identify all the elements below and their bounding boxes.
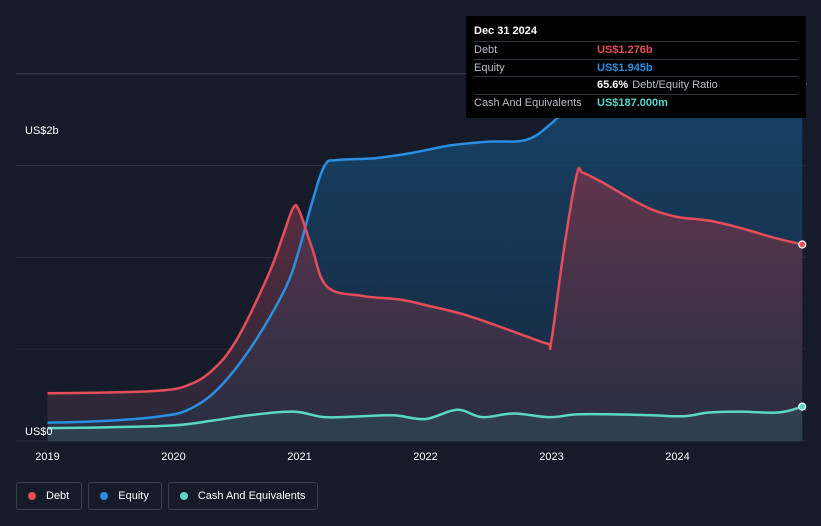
- tooltip-panel: Dec 31 2024 Debt US$1.276b Equity US$1.9…: [466, 16, 806, 118]
- tooltip-label: Cash And Equivalents: [474, 96, 582, 109]
- tooltip-row-equity: Equity US$1.945b: [474, 58, 798, 77]
- tooltip-label: Debt: [474, 44, 498, 57]
- tooltip-row-ratio: 65.6% Debt/Equity Ratio: [474, 76, 798, 94]
- cash-line: [47, 405, 803, 430]
- x-tick-label: 2023: [539, 451, 563, 463]
- debt-area: [47, 167, 803, 441]
- tooltip-label: Equity: [474, 61, 505, 74]
- tooltip-value: US$1.945b: [597, 61, 653, 74]
- x-tick-label: 2019: [35, 451, 59, 463]
- tooltip-row-cash: Cash And Equivalents US$187.000m: [474, 93, 798, 112]
- legend-label: Cash And Equivalents: [197, 490, 306, 502]
- x-tick-label: 2021: [287, 451, 311, 463]
- debt-end-marker: [798, 240, 807, 249]
- tooltip-value: US$187.000m: [597, 96, 668, 109]
- debt-line: [47, 166, 803, 395]
- tooltip-value: US$1.276b: [597, 44, 653, 57]
- legend-dot-icon: [100, 492, 109, 500]
- y-axis-bottom-label: US$0: [25, 426, 53, 438]
- tooltip-extra: Debt/Equity Ratio: [632, 79, 718, 92]
- legend-label: Equity: [118, 490, 149, 502]
- tooltip-row-debt: Debt US$1.276b: [474, 41, 798, 59]
- x-tick-label: 2022: [413, 451, 437, 463]
- legend-label: Debt: [46, 490, 70, 502]
- legend-item-cash[interactable]: Cash And Equivalents: [167, 482, 319, 510]
- tooltip-value: 65.6%: [597, 79, 629, 92]
- cash-end-marker: [798, 402, 807, 411]
- x-tick-label: 2020: [161, 451, 185, 463]
- tooltip-date: Dec 31 2024: [474, 25, 537, 37]
- legend-dot-icon: [28, 492, 36, 500]
- x-tick-label: 2024: [665, 451, 689, 463]
- legend-dot-icon: [179, 492, 188, 500]
- legend: Debt Equity Cash And Equivalents: [16, 482, 319, 510]
- legend-item-equity[interactable]: Equity: [88, 482, 162, 510]
- legend-item-debt[interactable]: Debt: [16, 482, 83, 510]
- y-axis-top-label: US$2b: [25, 125, 59, 137]
